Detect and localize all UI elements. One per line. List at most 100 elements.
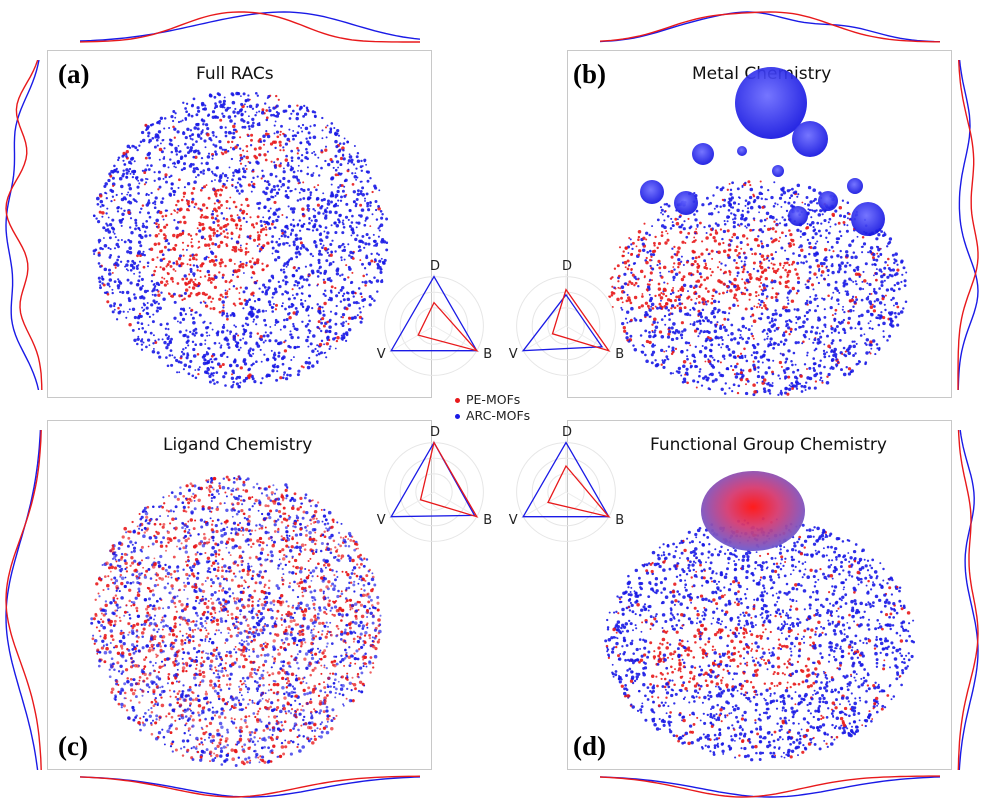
arc-mof-point xyxy=(370,280,373,284)
arc-mof-point xyxy=(793,308,796,311)
arc-mof-point xyxy=(179,120,182,123)
pe-mof-point xyxy=(208,234,212,238)
arc-mof-point xyxy=(806,351,809,354)
arc-mof-point xyxy=(186,618,191,623)
pe-mof-point xyxy=(272,639,276,643)
arc-mof-point xyxy=(300,159,304,163)
arc-mof-point xyxy=(771,317,774,320)
pe-mof-point xyxy=(221,184,225,188)
arc-mof-point xyxy=(740,222,743,226)
pe-mof-point xyxy=(181,298,184,302)
pe-mof-point xyxy=(184,282,188,286)
arc-mof-point xyxy=(200,130,204,134)
arc-mof-point xyxy=(346,291,349,294)
pe-mof-point xyxy=(134,689,137,692)
arc-mof-point xyxy=(862,287,865,291)
arc-mof-point xyxy=(335,145,339,149)
arc-mof-point xyxy=(366,204,369,208)
pe-mof-point xyxy=(681,302,684,305)
pe-mof-point xyxy=(758,305,761,308)
arc-mof-point xyxy=(274,226,277,229)
arc-mof-point xyxy=(190,313,193,316)
pe-mof-point xyxy=(736,354,740,358)
pe-mof-point xyxy=(758,285,761,288)
arc-mof-point xyxy=(323,664,326,667)
arc-mof-point xyxy=(179,307,183,311)
arc-mof-point xyxy=(191,374,195,378)
arc-mof-point xyxy=(842,346,846,350)
arc-mof-point xyxy=(204,301,207,304)
arc-mof-point xyxy=(123,209,126,213)
arc-mof-point xyxy=(276,184,280,188)
pe-mof-point xyxy=(769,228,772,231)
pe-mof-point xyxy=(215,195,218,198)
arc-mof-point xyxy=(132,261,137,265)
arc-mof-point xyxy=(261,606,266,611)
pe-mof-point xyxy=(770,262,773,265)
arc-mof-point xyxy=(337,186,340,189)
arc-mof-point xyxy=(200,162,203,165)
arc-mof-point xyxy=(641,343,644,347)
arc-mof-point xyxy=(206,367,209,370)
arc-mof-point xyxy=(316,616,320,620)
arc-mof-point xyxy=(260,224,263,227)
pe-mof-point xyxy=(709,228,713,231)
arc-mof-point xyxy=(880,270,883,273)
pe-mof-point xyxy=(256,231,259,234)
arc-mof-point xyxy=(192,163,195,166)
arc-mof-point xyxy=(252,294,255,297)
arc-mof-point xyxy=(768,259,771,262)
arc-mof-point xyxy=(168,703,172,707)
pe-mof-point xyxy=(686,296,690,300)
arc-mof-point xyxy=(713,358,716,362)
arc-mof-point xyxy=(655,306,660,310)
arc-mof-point xyxy=(200,525,204,529)
arc-mof-point xyxy=(639,318,643,323)
pe-mof-point xyxy=(876,252,879,255)
arc-mof-point xyxy=(184,136,188,140)
pe-mof-point xyxy=(662,292,665,296)
pe-mof-point xyxy=(622,250,625,253)
arc-mof-point xyxy=(847,346,851,351)
arc-mof-point xyxy=(301,130,304,133)
arc-mof-point xyxy=(641,248,646,253)
arc-mof-point xyxy=(274,114,277,118)
arc-mof-point xyxy=(275,378,279,382)
pe-mof-point xyxy=(232,200,236,204)
arc-mof-point xyxy=(206,269,210,274)
arc-mof-point xyxy=(342,321,345,324)
pe-mof-point xyxy=(323,280,327,284)
arc-mof-point xyxy=(819,209,823,213)
pe-mof-point xyxy=(233,262,236,265)
arc-mof-point xyxy=(142,222,145,225)
arc-mof-point xyxy=(294,251,298,255)
arc-mof-point xyxy=(759,252,762,256)
pe-mof-point xyxy=(194,253,198,257)
arc-mof-point xyxy=(199,137,203,140)
pe-mof-point xyxy=(276,157,280,161)
arc-mof-point xyxy=(628,264,631,267)
arc-mof-point xyxy=(302,305,305,309)
arc-mof-point xyxy=(151,274,154,277)
arc-mof-point xyxy=(827,372,831,377)
arc-mof-point xyxy=(176,320,179,323)
arc-mof-point xyxy=(224,289,227,292)
arc-mof-point xyxy=(369,201,372,204)
arc-mof-point xyxy=(767,388,771,393)
arc-mof-point xyxy=(202,172,205,175)
arc-mof-point xyxy=(129,172,132,175)
arc-mof-point xyxy=(871,263,874,266)
arc-mof-point xyxy=(244,376,249,381)
arc-mof-point xyxy=(337,199,340,202)
arc-mof-point xyxy=(115,193,118,197)
pe-mof-point xyxy=(217,206,221,210)
arc-mof-point xyxy=(371,213,374,216)
arc-mof-point xyxy=(333,126,336,130)
arc-mof-point xyxy=(163,117,167,120)
pe-mof-point xyxy=(698,285,702,289)
arc-mof-point xyxy=(330,183,333,186)
arc-mof-point xyxy=(844,354,848,358)
arc-mof-point xyxy=(135,265,139,268)
arc-mof-point xyxy=(171,354,174,357)
arc-mof-point xyxy=(280,356,285,361)
